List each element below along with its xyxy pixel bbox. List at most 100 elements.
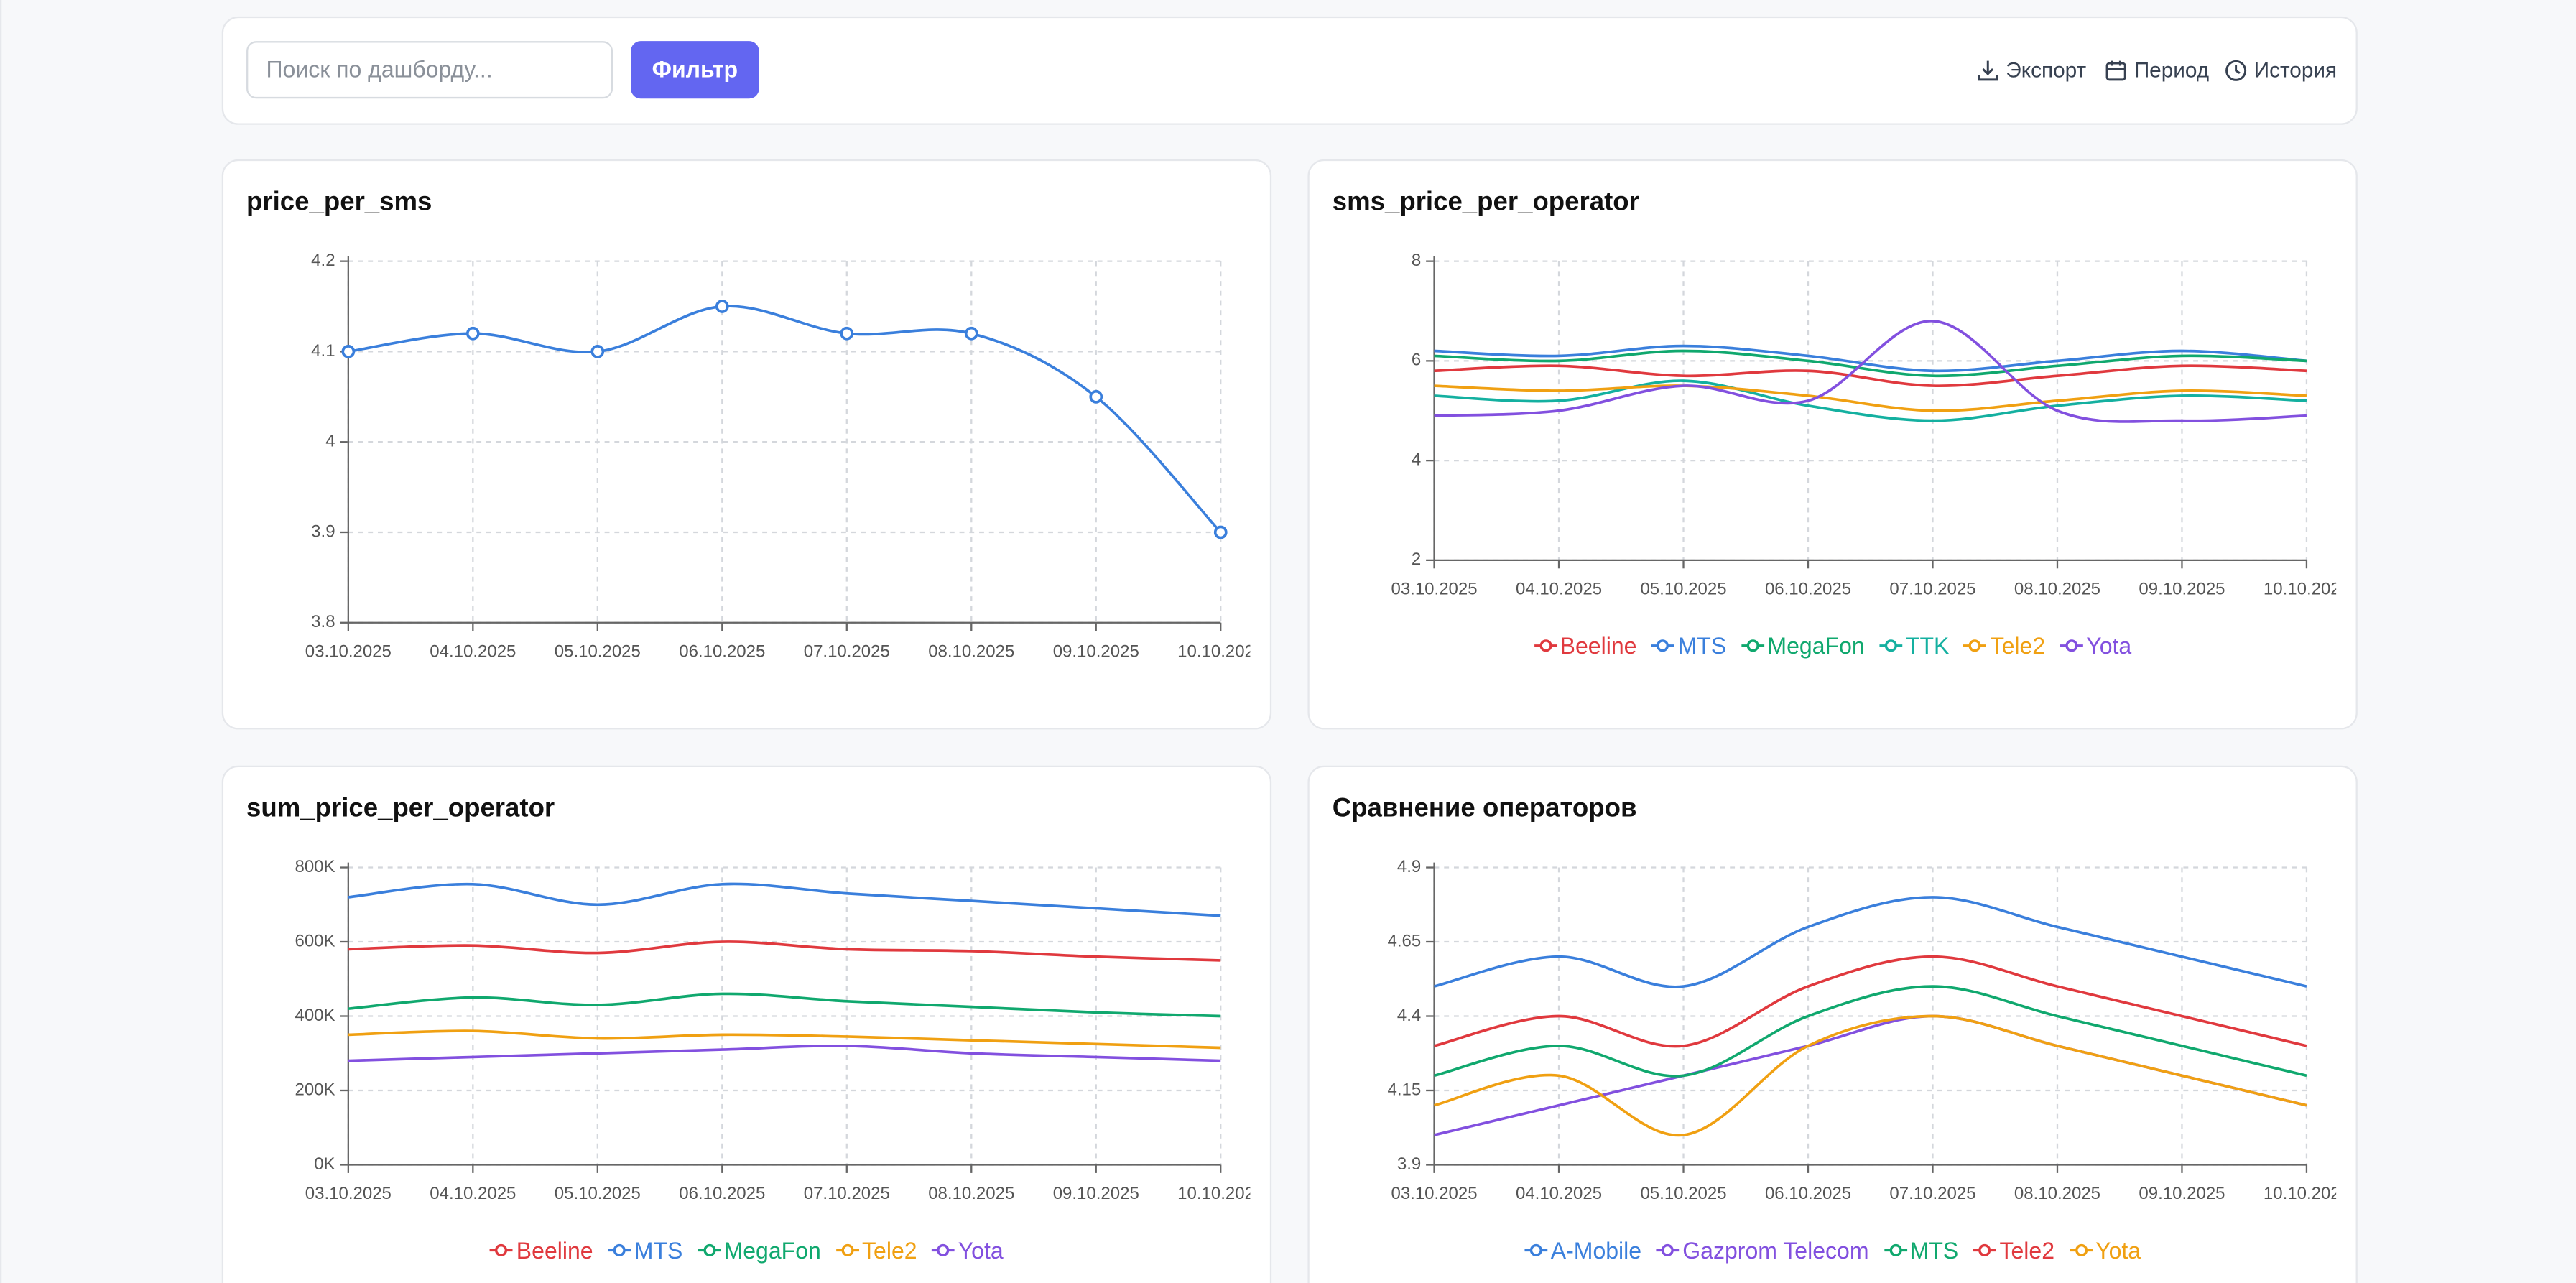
x-tick-label: 05.10.2025 (555, 642, 641, 661)
series-line (348, 1044, 1221, 1062)
chart-plot: 0K 200K 400K 600K 800K 03.10.2025 04.10.2025 05… (295, 857, 1250, 1203)
legend-icon (1534, 639, 1557, 652)
legend-label: Beeline (1560, 632, 1637, 659)
x-tick-label: 07.10.2025 (1889, 579, 1975, 598)
legend-icon (1651, 639, 1675, 652)
series-line (348, 1029, 1221, 1050)
series-line (1434, 384, 2307, 412)
legend-item: Beeline (1534, 632, 1636, 659)
y-tick-label: 6 (1412, 351, 1421, 370)
data-point (1089, 389, 1103, 404)
history-icon (2225, 59, 2247, 80)
y-tick-label: 4.4 (1397, 1006, 1421, 1025)
chart-card: price_per_sms 3.8 3.9 4 4.1 4.2 03.10.2025 04.1… (221, 159, 1272, 730)
x-tick-label: 07.10.2025 (804, 642, 890, 661)
x-tick-label: 09.10.2025 (1053, 1184, 1139, 1203)
x-tick-label: 09.10.2025 (2139, 579, 2225, 598)
legend-item: TTK (1879, 632, 1949, 659)
chart-card: Сравнение операторов 3.9 4.15 4.4 4.65 4.9 03.… (1307, 765, 2358, 1283)
export-text: Экспорт (2006, 57, 2087, 83)
x-tick-label: 05.10.2025 (1640, 579, 1726, 598)
y-tick-label: 0K (314, 1154, 335, 1174)
legend-icon-dot (1884, 639, 1897, 652)
legend-item: A-Mobile (1524, 1237, 1641, 1264)
chart-plot: 3.8 3.9 4 4.1 4.2 03.10.2025 04.10.2025 05.10.2… (305, 251, 1251, 661)
legend-label: Yota (2095, 1237, 2141, 1264)
legend-icon (835, 1243, 859, 1256)
legend-icon (1963, 639, 1987, 652)
export-link[interactable]: Экспорт (1976, 57, 2086, 82)
export-icon (1978, 60, 1998, 80)
legend-icon-dot (613, 1243, 626, 1256)
chart-title: Сравнение операторов (1332, 795, 1637, 823)
y-tick-label: 3.9 (1397, 1154, 1421, 1174)
legend-icon (1524, 1243, 1548, 1256)
legend-icon-dot (495, 1243, 508, 1256)
series-line (1434, 379, 2307, 422)
y-tick-label: 800K (295, 857, 335, 876)
history-link[interactable]: История (2225, 57, 2337, 82)
legend-icon-dot (2065, 639, 2078, 652)
legend-label: MegaFon (1767, 632, 1865, 659)
legend-icon (490, 1243, 514, 1256)
search-input[interactable]: Поиск по дашборду... (246, 41, 613, 99)
legend-item: Yota (2060, 632, 2131, 659)
legend-icon (1884, 1243, 1907, 1256)
series-line (1434, 320, 2307, 423)
legend-item: MTS (1651, 632, 1726, 659)
x-tick-label: 03.10.2025 (1391, 1184, 1477, 1203)
legend-icon (1973, 1243, 1996, 1256)
legend-item: MegaFon (697, 1237, 821, 1264)
period-link[interactable]: Период (2105, 57, 2209, 82)
data-point (964, 326, 978, 341)
series-line (348, 992, 1221, 1018)
filter-button[interactable]: Фильтр (631, 41, 759, 99)
legend-icon (1656, 1243, 1680, 1256)
x-tick-label: 04.10.2025 (1516, 579, 1602, 598)
x-tick-label: 06.10.2025 (679, 642, 765, 661)
chart-card: sms_price_per_operator 2 4 6 8 03.10.2025 04.1… (1307, 159, 2358, 730)
legend-icon-dot (1889, 1243, 1901, 1256)
chart-title: price_per_sms (246, 189, 432, 217)
series-line (1434, 955, 2307, 1048)
y-tick-label: 200K (295, 1080, 335, 1099)
y-tick-label: 4.1 (311, 341, 335, 361)
legend-label: Gazprom Telecom (1682, 1237, 1869, 1264)
x-tick-label: 10.10.2025 (1177, 1184, 1250, 1203)
series-line (1434, 344, 2307, 373)
y-tick-label: 3.9 (311, 522, 335, 541)
y-tick-label: 4.65 (1388, 931, 1422, 950)
x-tick-label: 06.10.2025 (1765, 579, 1851, 598)
x-tick-label: 04.10.2025 (430, 642, 516, 661)
x-tick-label: 10.10.2025 (2264, 1184, 2336, 1203)
y-tick-label: 4 (1412, 450, 1421, 469)
period-text: Период (2133, 57, 2210, 83)
legend-icon-dot (1969, 639, 1982, 652)
x-tick-label: 03.10.2025 (1391, 579, 1477, 598)
legend-label: Tele2 (1999, 1237, 2055, 1264)
legend-label: TTK (1905, 632, 1950, 659)
legend-label: Tele2 (862, 1237, 917, 1264)
data-point (1213, 525, 1228, 539)
series-line (1434, 985, 2307, 1078)
x-tick-label: 09.10.2025 (2139, 1184, 2225, 1203)
x-tick-label: 07.10.2025 (1889, 1184, 1975, 1203)
data-point (715, 300, 729, 313)
x-tick-label: 08.10.2025 (2014, 1184, 2100, 1203)
legend: A-Mobile Gazprom Telecom MTS Tele2 Yota (1310, 1237, 2356, 1264)
legend-icon (697, 1243, 721, 1256)
y-tick-label: 4 (325, 432, 335, 451)
legend-label: MTS (1677, 632, 1727, 659)
y-tick-label: 400K (295, 1006, 335, 1025)
legend-icon (608, 1243, 631, 1256)
x-tick-label: 06.10.2025 (1765, 1184, 1851, 1203)
legend-icon-dot (840, 1243, 854, 1256)
y-tick-label: 8 (1412, 251, 1421, 270)
legend-icon (2060, 639, 2083, 652)
data-point (465, 326, 480, 341)
legend-icon-dot (1746, 639, 1759, 652)
y-tick-label: 3.8 (311, 612, 335, 631)
chart-card: sum_price_per_operator 0K 200K 400K 600K 800K… (221, 765, 1272, 1283)
x-tick-label: 09.10.2025 (1053, 642, 1139, 661)
legend-label: Tele2 (1990, 632, 2046, 659)
